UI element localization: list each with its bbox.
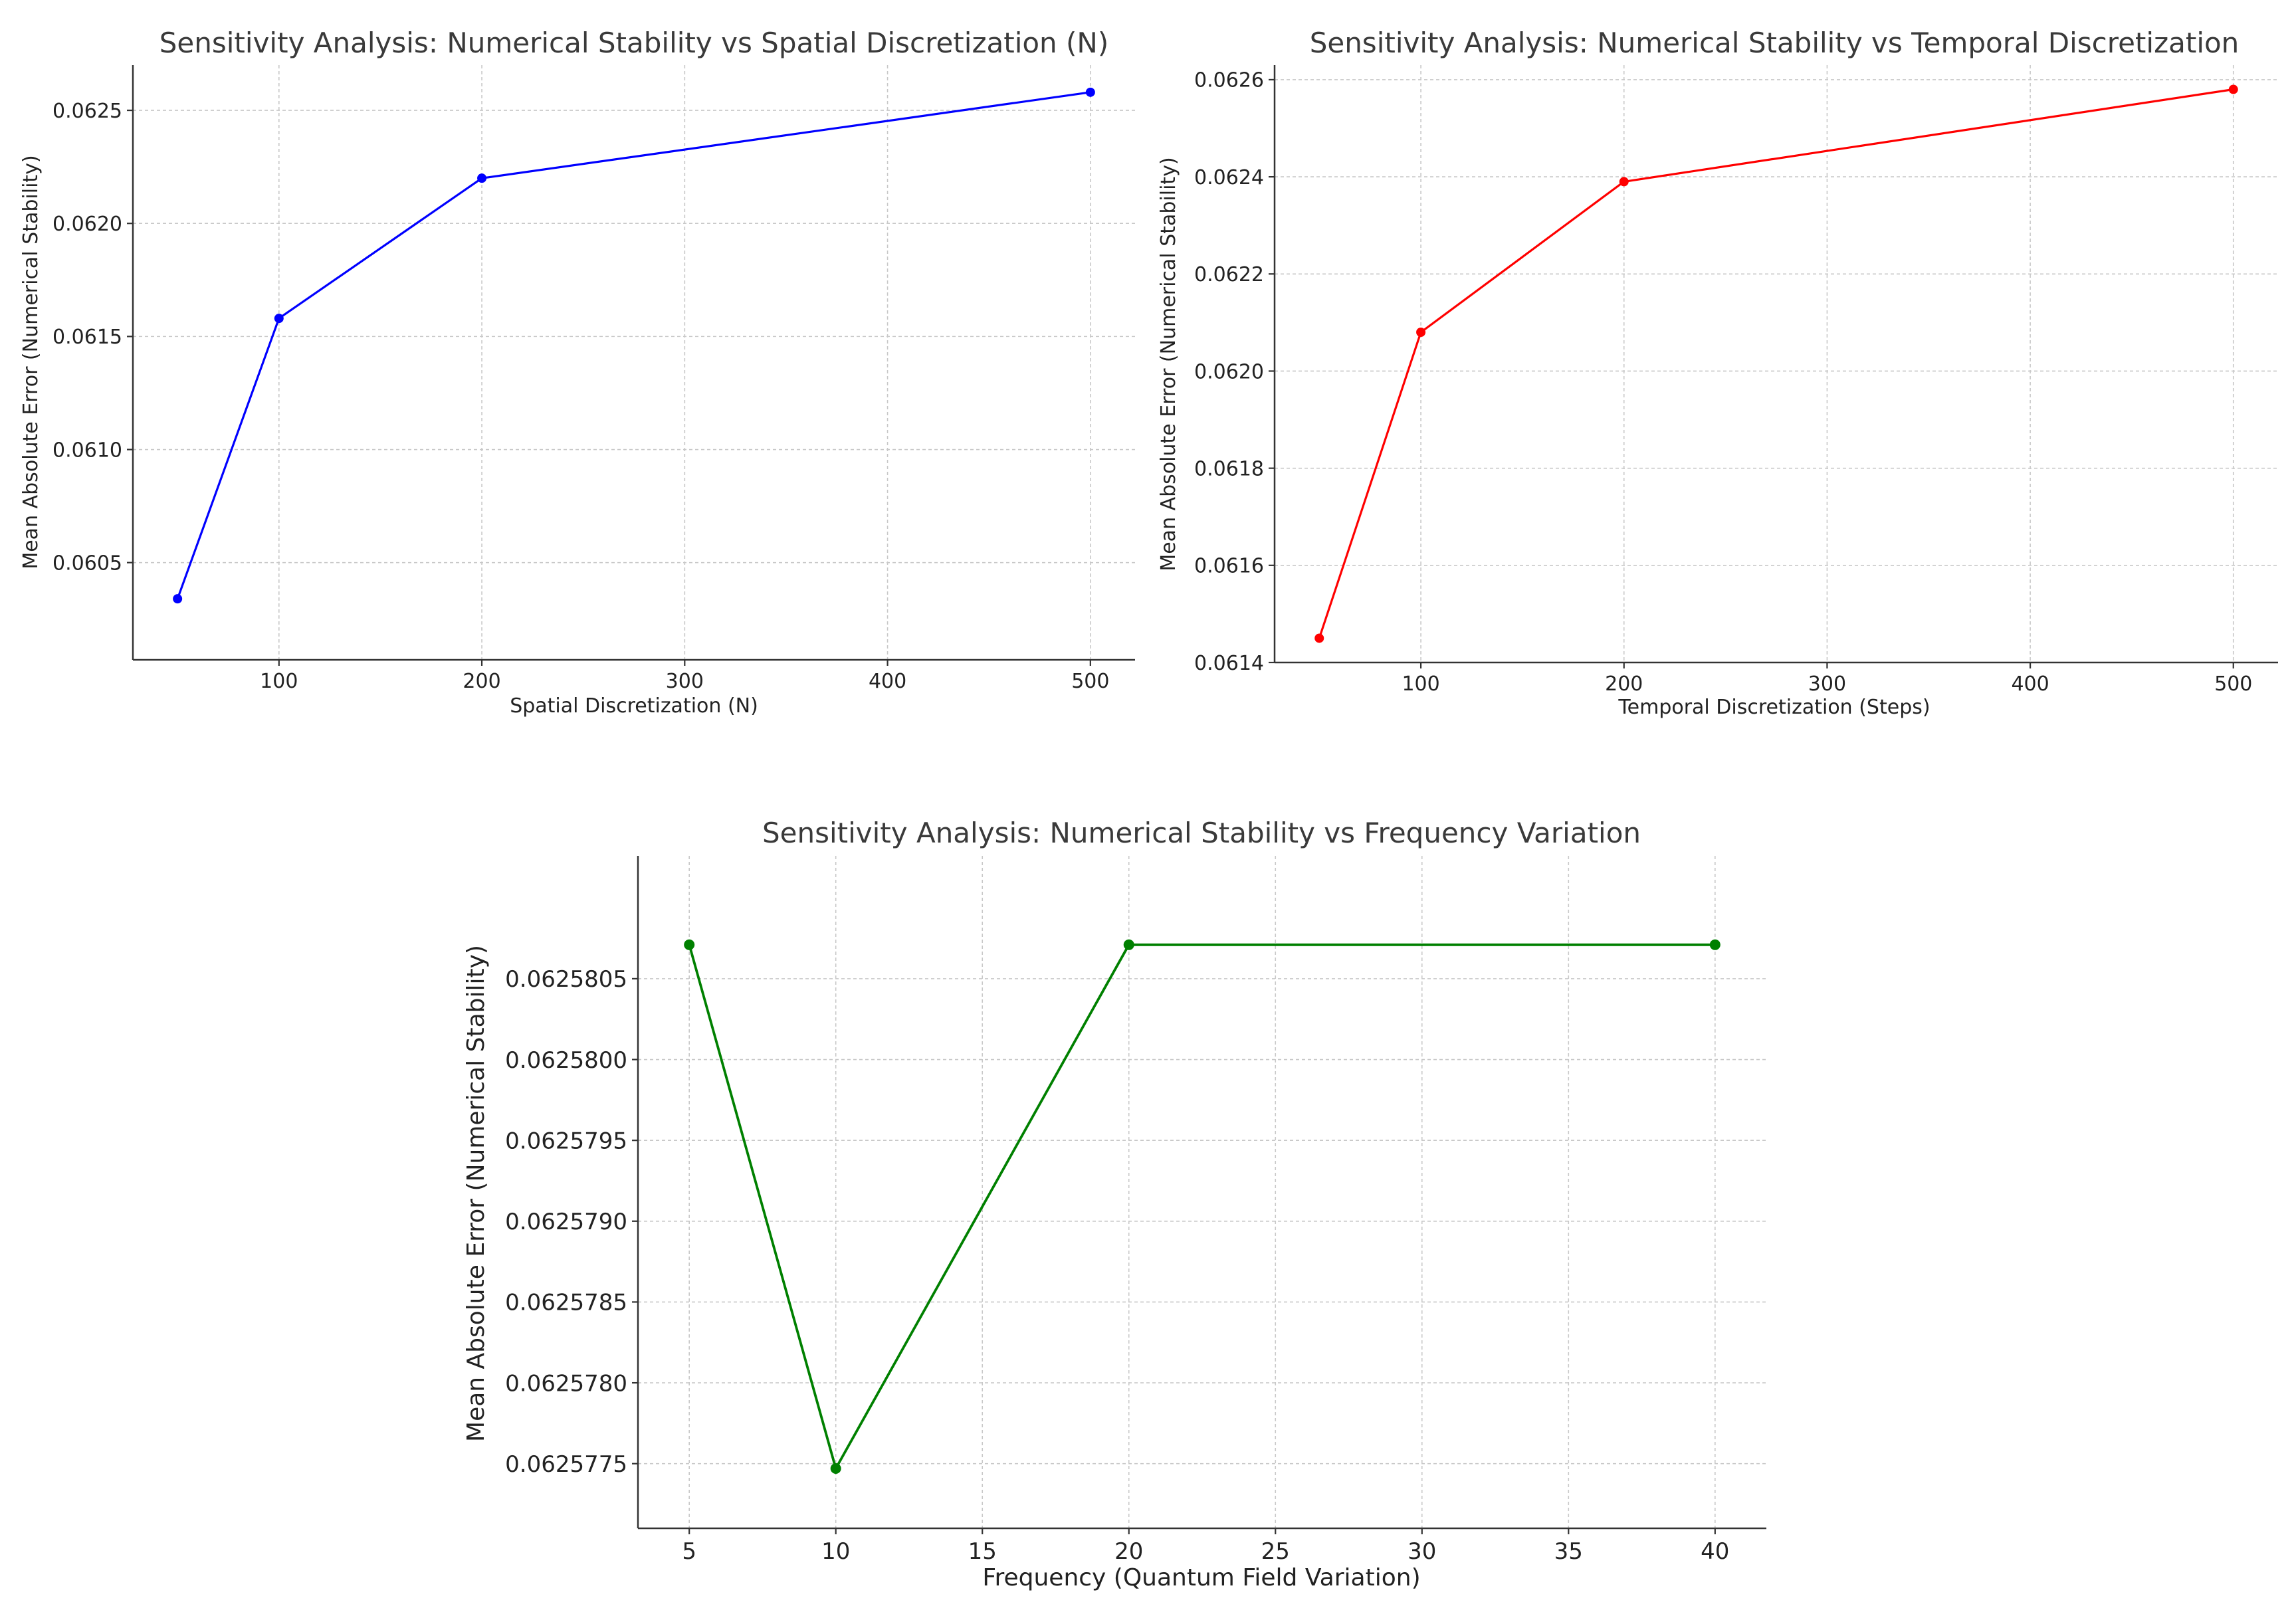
data-point: [1085, 87, 1095, 97]
series-line: [688, 943, 1715, 1470]
chart-title: Sensitivity Analysis: Numerical Stabilit…: [762, 817, 1641, 849]
x-tick-label: 20: [1114, 1538, 1143, 1565]
data-point: [1314, 633, 1324, 643]
x-tick-label: 35: [1554, 1538, 1583, 1565]
chart-title: Sensitivity Analysis: Numerical Stabilit…: [1310, 27, 2240, 59]
y-tick-label: 0.0626: [1194, 69, 1264, 92]
data-point: [1416, 327, 1426, 337]
x-tick-label: 100: [1402, 672, 1439, 696]
data-point: [274, 314, 284, 324]
data-point: [1123, 939, 1134, 950]
x-tick-label: 40: [1701, 1538, 1729, 1565]
y-tick-label: 0.0625785: [505, 1290, 627, 1316]
x-tick-label: 10: [821, 1538, 850, 1565]
data-point: [477, 173, 487, 183]
y-tick-label: 0.0625775: [505, 1451, 627, 1478]
chart-frequency-variation: Sensitivity Analysis: Numerical Stabilit…: [463, 817, 1766, 1591]
x-tick-label: 500: [2214, 672, 2252, 696]
y-tick-label: 0.0614: [1194, 652, 1264, 675]
y-tick-label: 0.0616: [1194, 555, 1264, 578]
y-axis-label: Mean Absolute Error (Numerical Stability…: [463, 945, 490, 1442]
y-tick-label: 0.0618: [1194, 457, 1264, 480]
y-axis-label: Mean Absolute Error (Numerical Stability…: [1157, 157, 1180, 571]
data-point: [2228, 84, 2238, 94]
x-tick-label: 100: [260, 670, 298, 693]
x-tick-label: 400: [2011, 672, 2049, 696]
x-tick-label: 25: [1261, 1538, 1290, 1565]
series-line: [1318, 88, 2234, 639]
x-tick-label: 30: [1408, 1538, 1436, 1565]
x-tick-label: 15: [968, 1538, 997, 1565]
chart-temporal-discretization: Sensitivity Analysis: Numerical Stabilit…: [1157, 27, 2278, 719]
y-tick-label: 0.0625795: [505, 1128, 627, 1154]
x-tick-label: 200: [463, 670, 500, 693]
x-axis-label: Temporal Discretization (Steps): [1618, 696, 1930, 719]
y-tick-label: 0.0620: [1194, 360, 1264, 383]
data-point: [1709, 939, 1721, 950]
data-point: [1619, 177, 1629, 187]
y-tick-label: 0.0610: [52, 439, 122, 462]
y-tick-label: 0.0625790: [505, 1209, 627, 1235]
series-line: [176, 91, 1091, 599]
y-tick-label: 0.0622: [1194, 263, 1264, 286]
data-point: [684, 939, 695, 950]
x-tick-label: 300: [666, 670, 704, 693]
y-tick-label: 0.0625780: [505, 1370, 627, 1397]
x-axis-label: Spatial Discretization (N): [510, 694, 758, 718]
y-tick-label: 0.0620: [52, 213, 122, 236]
y-tick-label: 0.0605: [52, 552, 122, 575]
y-tick-label: 0.0624: [1194, 166, 1264, 189]
y-tick-label: 0.0615: [52, 326, 122, 349]
x-tick-label: 200: [1605, 672, 1643, 696]
x-tick-label: 300: [1808, 672, 1846, 696]
x-tick-label: 5: [682, 1538, 696, 1565]
y-axis-label: Mean Absolute Error (Numerical Stability…: [19, 155, 43, 569]
data-point: [830, 1463, 841, 1474]
x-tick-label: 500: [1071, 670, 1109, 693]
chart-title: Sensitivity Analysis: Numerical Stabilit…: [159, 27, 1108, 59]
x-axis-label: Frequency (Quantum Field Variation): [982, 1564, 1420, 1591]
data-point: [173, 594, 183, 604]
x-tick-label: 400: [869, 670, 906, 693]
chart-spatial-discretization: Sensitivity Analysis: Numerical Stabilit…: [19, 27, 1135, 718]
y-tick-label: 0.0625: [52, 100, 122, 123]
y-tick-label: 0.0625800: [505, 1047, 627, 1074]
y-tick-label: 0.0625805: [505, 966, 627, 993]
